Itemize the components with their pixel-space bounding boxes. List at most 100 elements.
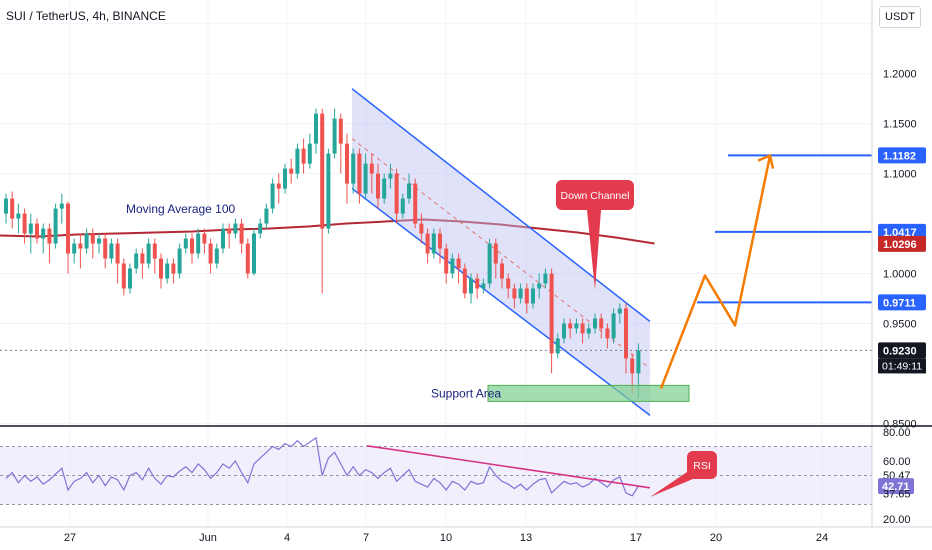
price-tag [878, 294, 926, 311]
rsi-callout-pointer [650, 470, 700, 497]
candle-body [363, 163, 368, 194]
candle-body [462, 268, 467, 294]
currency-button[interactable]: USDT [879, 6, 921, 28]
candle-body [22, 213, 27, 234]
candle-body [568, 323, 573, 329]
candle-body [245, 243, 250, 274]
candle-body [469, 278, 473, 294]
candle-body [555, 338, 560, 354]
time-tick-label: 10 [440, 532, 452, 544]
candle-body [221, 228, 225, 249]
down-channel-callout-box [556, 180, 634, 210]
candle-body [128, 268, 132, 289]
candles[interactable] [4, 108, 641, 399]
down-channel [351, 88, 651, 416]
time-tick-label: 4 [284, 532, 290, 544]
candle-body [35, 223, 39, 239]
candle-body [624, 308, 628, 359]
candle-body [543, 273, 548, 284]
candle-body [332, 118, 337, 154]
rsi-tick-label: 37.65 [883, 488, 911, 500]
rsi-value-tag [878, 478, 914, 495]
candle-body [562, 323, 566, 339]
forecast-arrowhead [757, 153, 775, 169]
candle-body [524, 288, 529, 304]
candle-body [90, 233, 95, 244]
candle-body [512, 288, 517, 299]
support-area-label: Support Area [431, 386, 501, 400]
price-tick-label: 1.1000 [883, 169, 917, 181]
candle-body [307, 143, 312, 164]
forecast-line [659, 155, 772, 389]
price-tick-label: 1.0000 [883, 269, 917, 281]
candle-body [66, 203, 70, 254]
candle-body [165, 263, 170, 279]
candle-body [593, 318, 597, 329]
price-tag-value: 1.0417 [883, 227, 917, 239]
candle-body [177, 248, 182, 274]
candle-body [289, 168, 294, 174]
price-tick-label: 0.8500 [883, 418, 917, 430]
rsi-value-text: 42.71 [882, 481, 910, 493]
candle-body [345, 143, 349, 184]
candle-body [444, 248, 449, 274]
candle-body [84, 233, 89, 249]
candle-body [586, 328, 591, 334]
rsi-line [5, 436, 639, 497]
candle-body [400, 198, 405, 214]
channel-upper-line [351, 88, 651, 323]
candle-body [320, 113, 325, 229]
candle-body [357, 153, 362, 194]
candle-body [171, 263, 176, 274]
candle-body [605, 328, 610, 339]
candle-body [636, 350, 641, 374]
candle-body [425, 233, 430, 254]
candle-body [580, 323, 585, 334]
candle-body [456, 258, 461, 269]
candle-body [258, 223, 263, 234]
price-tag [878, 147, 926, 164]
candle-body [599, 318, 604, 329]
candle-body [500, 263, 504, 279]
price-tag-value: 1.1182 [883, 150, 916, 162]
countdown-tag [878, 358, 926, 374]
price-tag [878, 235, 926, 252]
candle-body [239, 223, 244, 244]
candle-body [450, 258, 455, 274]
time-tick-label: 13 [520, 532, 532, 544]
candle-body [97, 238, 101, 244]
price-tick-label: 0.9500 [883, 318, 917, 330]
price-tag-value: 1.0296 [883, 239, 917, 251]
candle-body [431, 233, 436, 254]
candle-body [295, 148, 300, 174]
candle-body [78, 243, 83, 249]
candle-body [196, 233, 201, 254]
price-tag-value: 0.9711 [883, 297, 916, 309]
grid-lines [0, 0, 872, 527]
candle-body [493, 243, 498, 264]
candle-body [475, 278, 480, 289]
candle-body [394, 173, 399, 214]
candle-body [4, 198, 8, 214]
candle-body [233, 223, 238, 234]
rsi-tick-label: 80.00 [883, 427, 911, 439]
candle-body [376, 173, 380, 199]
down-channel-callout-text: Down Channel [561, 190, 630, 202]
candle-body [270, 183, 275, 209]
candle-body [438, 233, 442, 249]
candle-body [369, 163, 374, 174]
candle-body [183, 238, 188, 249]
candle-body [413, 183, 418, 224]
candle-body [16, 213, 21, 219]
candle-body [252, 233, 256, 274]
symbol-title: SUI / TetherUS, 4h, BINANCE [6, 9, 166, 23]
candle-body [152, 243, 157, 259]
candle-body [103, 238, 108, 259]
price-tag-value: 0.9230 [883, 345, 917, 357]
candle-body [41, 228, 46, 239]
countdown-value: 01:49:11 [882, 360, 922, 372]
candle-body [419, 223, 424, 234]
